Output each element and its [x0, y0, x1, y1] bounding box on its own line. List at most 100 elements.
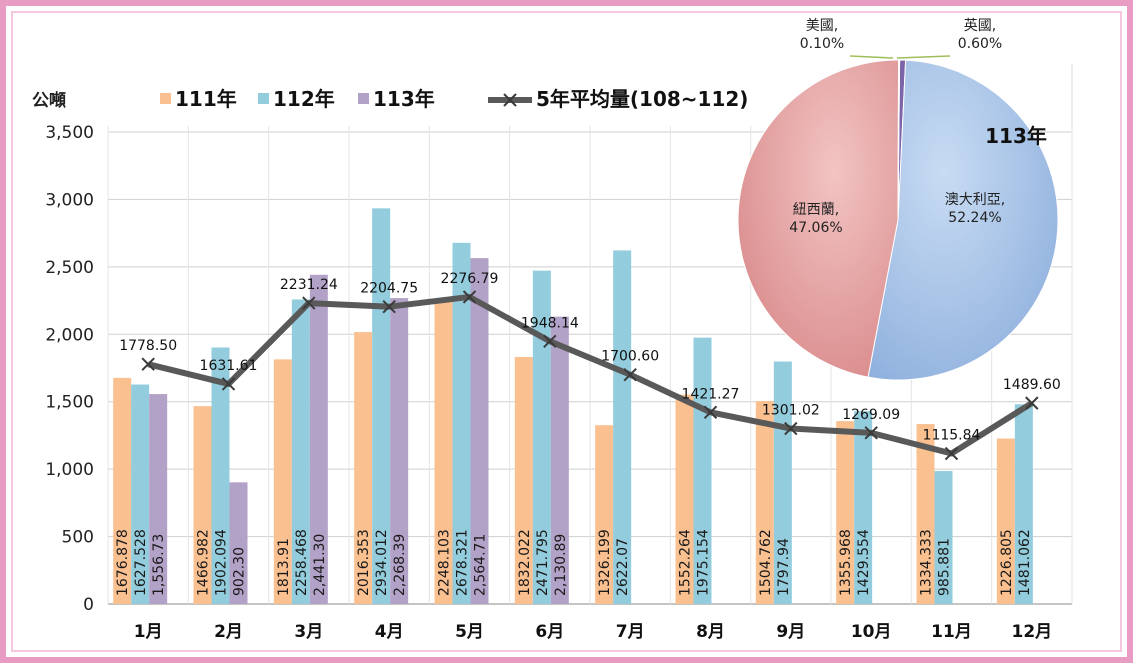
- x-marker: [141, 357, 155, 371]
- average-point-8月: [703, 405, 718, 420]
- legend-swatch-112年: [258, 93, 269, 104]
- average-value-label: 1631.61: [200, 358, 258, 374]
- x-marker: [944, 446, 959, 461]
- pie-leader-line: [849, 55, 894, 59]
- bar-112年-3月: [291, 299, 310, 604]
- average-series-line: [147, 293, 1034, 457]
- bar-112年-9月: [773, 361, 792, 604]
- bar-111年-10月: [836, 421, 855, 604]
- bar-value-label: 2,564.71: [473, 534, 489, 596]
- average-value-label: 1948.14: [521, 315, 579, 331]
- x-marker: [382, 299, 396, 314]
- y-axis-title: 公噸: [32, 90, 66, 111]
- legend-label: 112年: [273, 87, 335, 111]
- x-tick-label: 11月: [931, 622, 972, 642]
- bar-113年-3月: [309, 274, 328, 604]
- bar-value-label: 1,556.73: [151, 534, 167, 596]
- bar-112年-6月: [532, 270, 551, 604]
- average-value-label: 1421.27: [682, 386, 740, 402]
- average-value-label: 1115.84: [923, 428, 981, 444]
- bar-111年-2月: [193, 406, 212, 604]
- x-tick-label: 9月: [776, 622, 805, 642]
- average-point-1月: [141, 357, 155, 371]
- average-point-10月: [864, 426, 878, 440]
- y-tick-label: 3,000: [45, 190, 94, 210]
- pie-label-美國: 0.10%: [800, 36, 844, 52]
- pie-label-美國: 美國,: [806, 18, 838, 34]
- pie-slice-美國: [897, 59, 901, 221]
- bar-value-label: 902.30: [232, 547, 248, 596]
- legend-label: 111年: [175, 87, 237, 111]
- bar-112年-5月: [452, 242, 471, 605]
- bar-value-label: 1676.878: [115, 529, 131, 596]
- bar-113年-4月: [390, 298, 409, 604]
- bar-113年-6月: [550, 316, 569, 604]
- average-value-label: 2231.24: [280, 277, 338, 293]
- legend-label: 113年: [373, 87, 435, 111]
- average-point-4月: [382, 299, 396, 314]
- bar-value-label: 1975.154: [696, 529, 712, 596]
- pie-label-澳大利亞: 澳大利亞,: [945, 192, 1005, 208]
- bar-113年-5月: [470, 258, 489, 604]
- bar-value-label: 2934.012: [374, 529, 390, 596]
- bar-value-label: 1813.91: [276, 538, 292, 596]
- y-tick-label: 3,500: [45, 123, 94, 143]
- bar-111年-5月: [434, 300, 453, 604]
- pie-label-紐西蘭: 紐西蘭,: [793, 202, 839, 218]
- bar-value-label: 1627.528: [133, 529, 149, 596]
- average-line: 1778.50 1631.61 2231.24 2204.75 2276.79 1948.…: [119, 271, 1061, 461]
- y-tick-label: 1,000: [45, 460, 94, 480]
- bar-112年-1月: [131, 384, 150, 604]
- bar-value-label: 2471.795: [535, 529, 551, 596]
- bar-111年-6月: [514, 356, 533, 604]
- x-marker: [784, 421, 798, 436]
- pie-slice-紐西蘭: [737, 59, 900, 378]
- pie-label-紐西蘭: 47.06%: [789, 220, 842, 236]
- pie-title: 113年: [985, 124, 1047, 148]
- x-marker: [302, 296, 316, 310]
- x-marker: [864, 426, 878, 440]
- bar-value-label: 2258.468: [294, 529, 310, 596]
- x-tick-label: 2月: [214, 622, 243, 642]
- average-value-label: 1301.02: [762, 403, 820, 419]
- bar-113年-2月: [229, 482, 248, 604]
- bar-value-label: 2622.07: [615, 538, 631, 596]
- y-axis: 0 500 1,000 1,500 2,000 2,500 3,000 3,500: [45, 123, 94, 615]
- average-value-label: 2204.75: [360, 281, 418, 297]
- bar-value-label: 1504.762: [758, 529, 774, 596]
- average-value-label: 1700.60: [601, 349, 659, 365]
- bar-value-label: 1355.968: [838, 529, 854, 596]
- y-tick-label: 500: [62, 528, 94, 548]
- bar-111年-7月: [595, 425, 614, 604]
- x-axis: 1月 2月 3月 4月 5月 6月 7月 8月 9月 10月 11月 12月: [134, 622, 1052, 642]
- bar-111年-1月: [113, 377, 132, 604]
- bar-value-label: 2,130.89: [553, 534, 569, 596]
- bar-value-label: 1226.805: [999, 529, 1015, 596]
- x-tick-label: 6月: [535, 622, 564, 642]
- average-point-3月: [302, 296, 316, 310]
- bar-111年-12月: [996, 438, 1015, 604]
- bar-112年-2月: [211, 347, 230, 604]
- x-tick-label: 12月: [1011, 622, 1052, 642]
- average-value-label: 1489.60: [1003, 377, 1061, 393]
- bar-labels: 1676.878 1466.982 1813.91 2016.353 2248.103 1…: [115, 529, 1033, 596]
- bar-value-label: 1552.264: [678, 529, 694, 596]
- x-tick-label: 5月: [455, 622, 484, 642]
- y-tick-label: 2,500: [45, 258, 94, 278]
- x-marker: [543, 334, 557, 348]
- bar-112年-7月: [613, 250, 632, 604]
- bar-value-label: 1481.062: [1017, 529, 1033, 596]
- bar-111年-8月: [675, 394, 694, 604]
- bar-112年-10月: [854, 411, 873, 604]
- average-value-label: 2276.79: [441, 271, 499, 287]
- bar-113年-1月: [149, 394, 168, 604]
- pie-label-澳大利亞: 52.24%: [948, 210, 1001, 226]
- x-marker: [221, 377, 236, 391]
- bar-value-label: 1902.094: [214, 529, 230, 596]
- legend-swatch-113年: [358, 93, 369, 104]
- bar-value-label: 2,268.39: [392, 534, 408, 596]
- average-point-5月: [462, 290, 477, 304]
- bar-112年-12月: [1014, 404, 1033, 604]
